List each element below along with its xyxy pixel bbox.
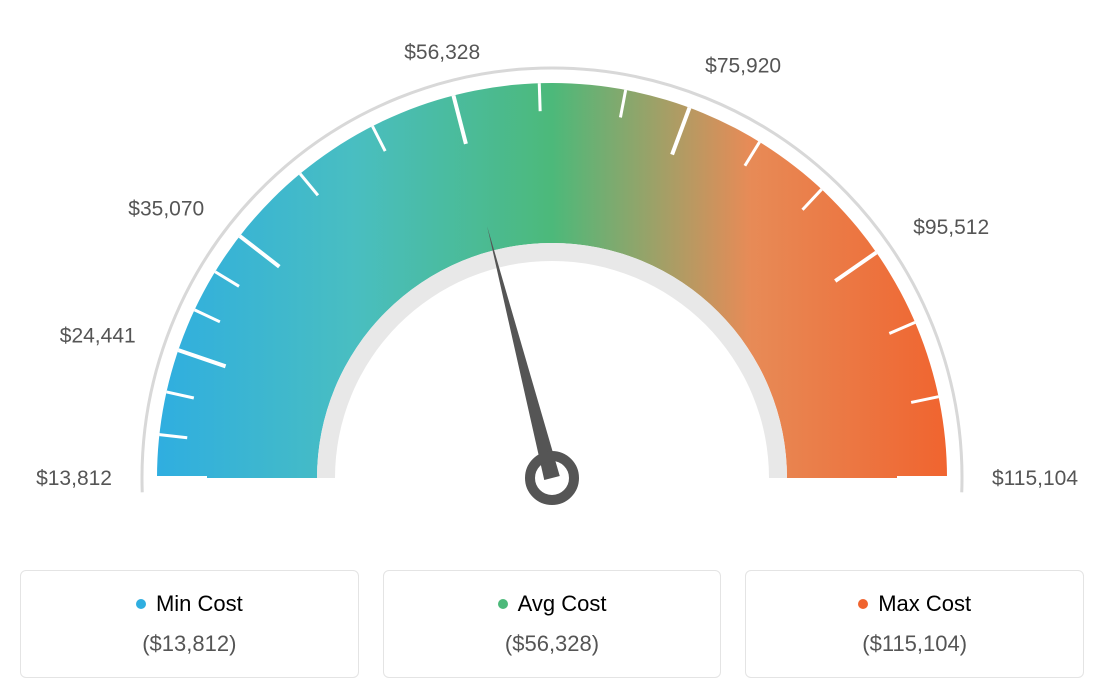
legend-label-min: Min Cost	[156, 591, 243, 617]
legend-label-avg: Avg Cost	[518, 591, 607, 617]
legend-dot-avg	[498, 599, 508, 609]
legend-label-max: Max Cost	[878, 591, 971, 617]
legend-value-avg: ($56,328)	[394, 631, 711, 657]
legend-card-min: Min Cost ($13,812)	[20, 570, 359, 678]
legend-card-avg: Avg Cost ($56,328)	[383, 570, 722, 678]
legend-dot-max	[858, 599, 868, 609]
legend-card-max: Max Cost ($115,104)	[745, 570, 1084, 678]
svg-text:$13,812: $13,812	[36, 467, 112, 490]
svg-text:$35,070: $35,070	[128, 197, 204, 220]
legend-row: Min Cost ($13,812) Avg Cost ($56,328) Ma…	[20, 570, 1084, 678]
legend-value-min: ($13,812)	[31, 631, 348, 657]
svg-text:$115,104: $115,104	[992, 467, 1078, 490]
svg-text:$75,920: $75,920	[705, 55, 781, 78]
legend-dot-min	[136, 599, 146, 609]
gauge-svg: $13,812 $24,441 $35,070 $56,328 $75,920 $95,5…	[20, 20, 1084, 540]
cost-gauge-chart: $13,812 $24,441 $35,070 $56,328 $75,920 $95,5…	[20, 20, 1084, 678]
svg-text:$24,441: $24,441	[60, 325, 136, 348]
legend-value-max: ($115,104)	[756, 631, 1073, 657]
svg-text:$95,512: $95,512	[913, 216, 989, 239]
svg-text:$56,328: $56,328	[404, 41, 480, 64]
